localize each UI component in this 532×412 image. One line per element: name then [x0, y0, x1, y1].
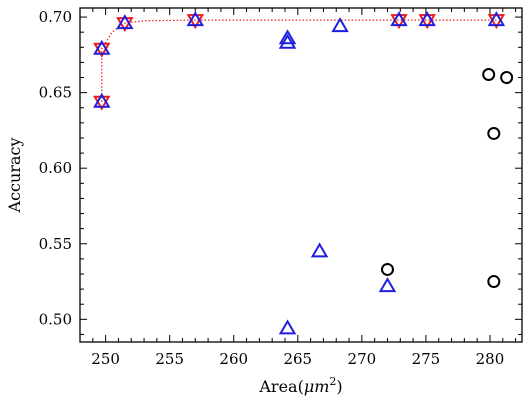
- triangle-up-point: [278, 33, 297, 49]
- marks-layer: [93, 11, 514, 335]
- triangle-down-point: [93, 95, 111, 111]
- pareto-trend-line: [101, 19, 497, 102]
- circle-point: [380, 262, 394, 276]
- triangle-down-point: [487, 14, 506, 30]
- x-tick-label: 270: [348, 350, 377, 368]
- x-tick-label: 250: [91, 350, 120, 368]
- triangle-up-point: [278, 29, 297, 45]
- y-tick-label: 0.50: [39, 310, 72, 328]
- triangle-up-point: [278, 319, 297, 335]
- triangle-up-point: [116, 14, 134, 30]
- x-axis-title: Area(μm2): [258, 375, 342, 396]
- triangle-up-point: [418, 11, 436, 27]
- x-axis-title-close: ): [336, 377, 342, 396]
- triangle-up-point: [310, 242, 329, 258]
- circle-point: [487, 126, 501, 140]
- y-tick-label: 0.60: [39, 159, 72, 177]
- plot-frame: [79, 7, 523, 343]
- x-tick-label: 260: [219, 350, 248, 368]
- y-tick-label: 0.70: [39, 8, 72, 26]
- triangle-down-point: [418, 14, 436, 30]
- trend-line-layer: [101, 19, 497, 102]
- triangle-up-point: [93, 92, 111, 108]
- triangle-down-point: [93, 42, 111, 58]
- triangle-up-point: [378, 277, 397, 293]
- triangle-up-point: [93, 39, 111, 55]
- circle-point: [482, 67, 496, 81]
- triangle-up-point: [487, 11, 506, 27]
- triangle-up-point: [331, 17, 349, 33]
- x-axis-title-main: Area(: [258, 377, 303, 396]
- x-axis-title-unit: μm: [304, 377, 330, 396]
- ticks-layer: 250 255 260 265 270 275 280 0.50 0.55 0.60 0.65 0.7…: [39, 8, 522, 368]
- triangle-down-point: [116, 17, 134, 33]
- triangle-down-point: [186, 14, 205, 30]
- triangle-up-point: [390, 11, 408, 27]
- circle-point: [500, 71, 514, 85]
- triangle-up-point: [186, 11, 205, 27]
- y-tick-label: 0.55: [39, 235, 72, 253]
- x-tick-label: 265: [283, 350, 312, 368]
- x-axis-title-exponent: 2: [329, 375, 336, 388]
- y-tick-label: 0.65: [39, 84, 72, 102]
- x-tick-label: 275: [412, 350, 441, 368]
- x-tick-label: 280: [476, 350, 505, 368]
- y-axis-title: Accuracy: [5, 138, 24, 214]
- triangle-down-point: [390, 14, 408, 30]
- circle-point: [487, 275, 501, 289]
- x-tick-label: 255: [155, 350, 184, 368]
